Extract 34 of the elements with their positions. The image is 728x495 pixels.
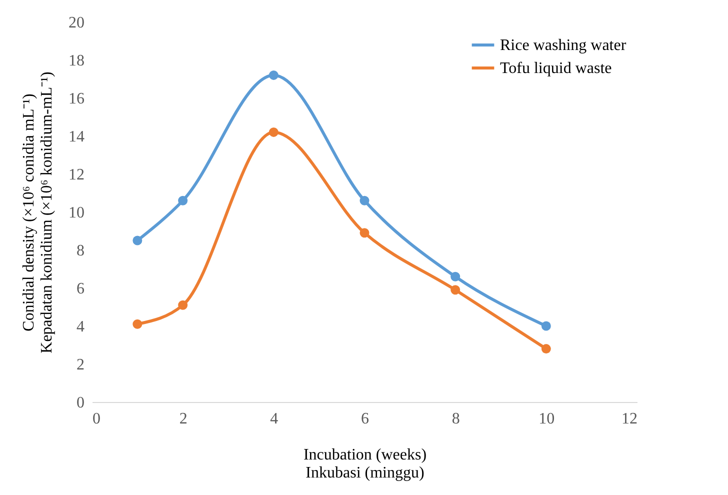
x-tick-label: 2 — [179, 410, 188, 428]
x-tick-label: 4 — [270, 410, 278, 428]
point — [541, 344, 551, 354]
y-tick-label: 8 — [76, 242, 84, 260]
x-tick-label: 10 — [538, 410, 555, 428]
point — [450, 285, 460, 295]
point — [178, 196, 188, 206]
point — [541, 321, 551, 331]
point — [268, 70, 278, 80]
y-tick-label: 16 — [68, 90, 84, 108]
x-axis-title: Incubation (weeks) Inkubasi (minggu) — [303, 446, 427, 482]
y-axis-title: Conidial density (×10⁶ conidia mL⁻¹) Kepadatan konidium (×10⁶ konidium-mL⁻¹) — [20, 72, 56, 354]
point — [268, 127, 278, 137]
point — [360, 196, 370, 206]
legend-label: Tofu liquid waste — [500, 60, 612, 77]
y-tick-label: 0 — [76, 394, 84, 412]
y-tick-label: 12 — [68, 166, 84, 184]
y-tick-label: 14 — [68, 128, 84, 146]
point — [360, 228, 370, 238]
x-tick-label: 6 — [361, 410, 369, 428]
y-tick-label: 2 — [76, 356, 84, 374]
x-tick-label: 0 — [92, 410, 100, 428]
point — [132, 236, 142, 246]
x-tick-label: 12 — [622, 410, 638, 428]
y-tick-label: 4 — [76, 318, 84, 336]
point — [178, 300, 188, 310]
x-tick-label: 8 — [452, 410, 460, 428]
legend-label: Rice washing water — [500, 37, 627, 54]
y-tick-label: 18 — [68, 52, 84, 70]
y-tick-label: 10 — [68, 204, 84, 222]
y-tick-label: 6 — [76, 280, 84, 298]
y-tick-label: 20 — [68, 14, 84, 32]
point — [450, 272, 460, 282]
point — [132, 319, 142, 329]
